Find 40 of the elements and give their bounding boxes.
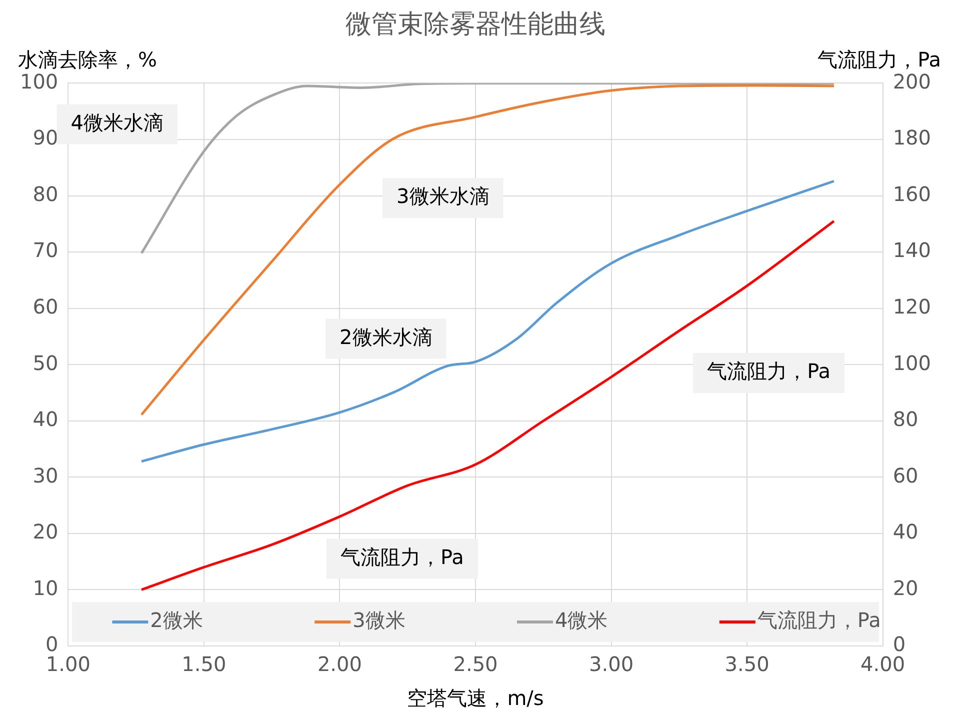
y-tick-label: 50: [32, 350, 58, 375]
y-tick-label: 100: [20, 69, 58, 94]
legend-label: 4微米: [554, 608, 608, 632]
x-axis-title: 空塔气速，m/s: [407, 686, 544, 710]
y-axis-title: 水滴去除率，%: [18, 47, 158, 72]
y-tick-label: 90: [32, 126, 58, 150]
y2-tick-label: 180: [892, 126, 932, 150]
legend-label: 气流阻力，Pa: [757, 608, 881, 632]
legend-label: 2微米: [150, 608, 203, 632]
y2-tick-label: 160: [892, 182, 932, 206]
y-tick-label: 60: [32, 294, 58, 319]
line-series: [140, 220, 836, 591]
y2-tick-label: 40: [892, 520, 918, 544]
y2-tick-label: 200: [892, 69, 932, 94]
y-tick-label: 30: [32, 463, 58, 488]
x-tick-label: 3.00: [589, 652, 634, 676]
y-tick-label: 20: [32, 520, 58, 544]
y-tick-label: 40: [32, 407, 58, 432]
x-tick-label: 3.50: [724, 652, 770, 676]
chart-title: 微管束除雾器性能曲线: [346, 9, 606, 40]
y-tick-label: 10: [32, 576, 58, 600]
annotation: 气流阻力，Pa: [340, 544, 464, 569]
x-tick-label: 2.00: [317, 652, 362, 676]
x-tick-label: 1.50: [182, 652, 226, 676]
legend-label: 3微米: [352, 608, 406, 632]
y2-tick-label: 140: [892, 238, 932, 262]
x-tick-label: 2.50: [453, 652, 498, 676]
annotation: 4微米水滴: [70, 110, 164, 134]
y-tick-label: 80: [32, 182, 58, 206]
line-series: [140, 180, 836, 463]
y2-tick-label: 80: [892, 407, 918, 432]
y2-tick-label: 120: [892, 294, 932, 319]
y2-tick-label: 100: [892, 350, 932, 375]
annotation: 2微米水滴: [340, 324, 432, 349]
annotation: 3微米水滴: [396, 184, 490, 208]
y2-tick-label: 60: [892, 463, 918, 488]
y-tick-label: 70: [32, 238, 58, 262]
y2-tick-label: 20: [892, 576, 918, 600]
annotation: 气流阻力，Pa: [707, 359, 830, 384]
y2-axis-title: 气流阻力，Pa: [818, 47, 941, 72]
